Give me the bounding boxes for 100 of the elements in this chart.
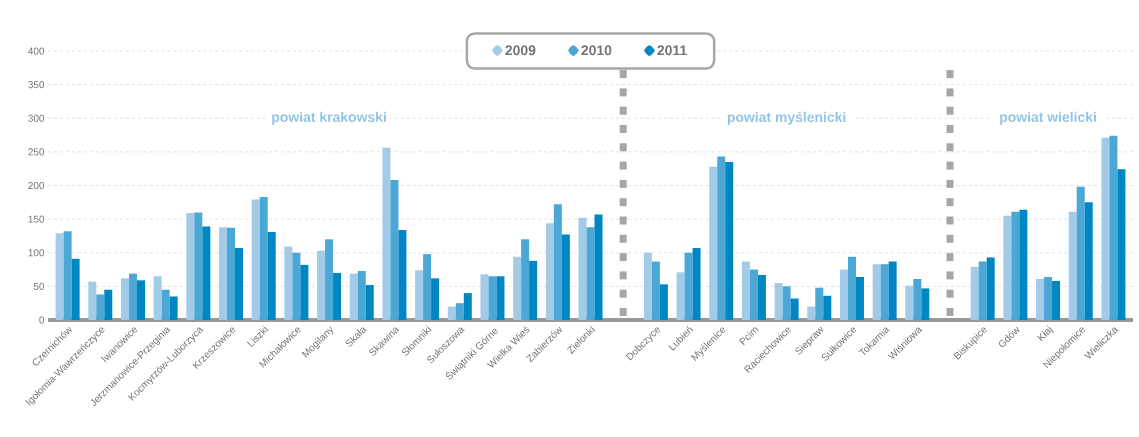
bar [194,212,203,320]
bar [398,229,407,320]
y-tick-label: 350 [28,81,45,89]
bar [684,252,693,320]
bar [259,196,268,320]
bar [317,250,326,320]
y-tick-label: 300 [28,114,45,122]
bar [986,257,995,320]
bar [161,289,170,320]
bar [104,289,113,320]
bar [586,227,595,320]
bar [855,276,864,320]
bar [382,147,391,320]
bar [676,272,685,320]
bar [872,264,881,320]
bar [749,269,758,320]
bar [235,248,244,320]
bar [578,217,587,320]
bar [594,214,603,320]
bar [888,261,897,320]
bar [1117,169,1126,320]
bar [186,213,195,320]
bar [96,294,105,320]
bar [480,274,489,320]
bar [741,261,750,320]
bar [227,227,236,320]
bar [120,278,129,320]
bar [709,166,718,320]
bar [774,283,783,320]
legend-label: 2009 [505,45,536,56]
bar [325,239,334,320]
bar [169,296,178,320]
y-tick-label: 200 [28,181,45,190]
bar [390,180,399,320]
bar [1068,211,1077,320]
bar [219,227,228,320]
bar [136,280,145,320]
bar [1003,215,1012,320]
bar [496,276,505,320]
bar [790,298,799,320]
y-tick-label: 250 [28,148,45,156]
bar [1036,278,1045,320]
bar [823,295,832,320]
bar [1109,135,1118,320]
bar [333,272,342,320]
bar [1084,202,1093,320]
bar [815,287,824,320]
bar [553,204,562,320]
bar [643,252,652,320]
bar [202,226,211,320]
bar [267,231,276,320]
bar [284,246,293,320]
bar [1011,211,1020,320]
bar [1019,209,1028,320]
bar [357,270,366,320]
y-tick-label: 100 [28,249,45,257]
bar [128,273,137,320]
bar [807,306,816,320]
bar [63,231,72,320]
y-tick-label: 400 [28,47,45,55]
bar [659,284,668,320]
bar [651,261,660,320]
bar [55,233,64,320]
bar [153,276,162,320]
bar [431,278,440,320]
bar [415,270,424,320]
bar [978,261,987,320]
bar [300,264,309,320]
bar [365,285,374,320]
bar [251,199,260,320]
bar [1044,276,1053,320]
y-tick-label: 50 [33,282,45,290]
bar [488,276,497,320]
annotation: powiat wielicki [1000,111,1096,125]
bar [970,266,979,320]
y-tick-label: 150 [28,215,45,223]
bar [529,260,538,320]
bar [455,303,464,320]
bar [292,252,301,320]
bar [905,285,914,320]
bar [847,256,856,320]
bar [717,156,726,320]
bar [447,306,456,320]
bar [349,273,358,320]
bar [463,293,472,320]
bar [88,281,97,320]
y-tick-label: 0 [39,316,45,324]
bar [921,288,930,320]
bar [545,223,554,320]
bar [513,256,522,320]
bar [1076,186,1085,320]
legend-label: 2010 [581,45,612,56]
bar [725,161,734,320]
annotation: powiat krakowski [272,111,386,125]
bar [1052,281,1061,320]
annotation: powiat myślenicki [727,111,846,125]
bar [1101,137,1110,320]
bar [521,239,530,320]
legend-label: 2011 [657,45,687,56]
bar [757,274,766,320]
